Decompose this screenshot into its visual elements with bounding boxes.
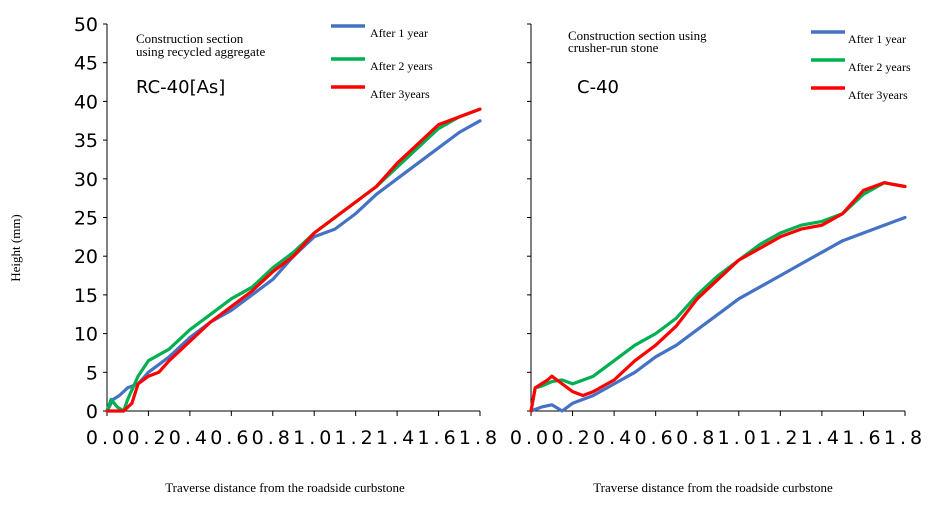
legend-label: After 1 year xyxy=(370,26,428,40)
series-line xyxy=(529,181,907,413)
chart-title-line: crusher-run stone xyxy=(568,40,659,55)
x-axis-label-left: Traverse distance from the roadside curb… xyxy=(165,480,405,495)
series-line xyxy=(529,181,907,413)
legend-label: After 3years xyxy=(848,88,908,102)
legend-label: After 2 years xyxy=(848,60,911,74)
x-tick-label: 0.4 xyxy=(169,427,211,449)
chart-title-line: using recycled aggregate xyxy=(136,44,265,59)
y-tick-label: 35 xyxy=(74,130,98,152)
y-tick-label: 20 xyxy=(74,246,98,268)
legend-label: After 3years xyxy=(370,87,430,101)
chart-title-line: Construction section using xyxy=(568,28,707,43)
chart-c40: 0.0 0.2 0.4 0.6 0.8 1.0 1.2 1.4 1.6 1.8 Constructi… xyxy=(510,23,926,449)
x-tick-label: 0.8 xyxy=(676,427,718,449)
y-tick-label: 50 xyxy=(74,14,98,36)
x-axis-label-right: Traverse distance from the roadside curb… xyxy=(593,480,833,495)
y-tick-label: 0 xyxy=(86,401,98,423)
y-tick-label: 10 xyxy=(74,324,98,346)
y-tick-label: 15 xyxy=(74,285,98,307)
x-tick-label: 1.0 xyxy=(718,427,760,449)
x-tick-label: 0.0 xyxy=(510,427,552,449)
x-tick-label: 1.4 xyxy=(801,427,843,449)
y-tick-label: 5 xyxy=(86,362,98,384)
x-tick-label: 1.8 xyxy=(459,427,501,449)
y-tick-label: 40 xyxy=(74,91,98,113)
y-tick-label: 30 xyxy=(74,169,98,191)
legend-label: After 1 year xyxy=(848,32,906,46)
series-line xyxy=(105,107,482,413)
x-tick-label: 0.6 xyxy=(635,427,677,449)
y-axis-label: Height (mm) xyxy=(8,214,23,282)
x-tick-label: 0.0 xyxy=(86,427,128,449)
x-tick-label: 1.6 xyxy=(417,427,459,449)
series-line xyxy=(529,215,907,413)
x-tick-label: 0.4 xyxy=(593,427,635,449)
chart-title-line: Construction section xyxy=(136,31,244,46)
section-code: C-40 xyxy=(577,77,619,98)
series-line xyxy=(105,107,482,413)
section-code: RC-40[As] xyxy=(136,77,225,98)
x-tick-label: 1.8 xyxy=(884,427,926,449)
x-tick-label: 0.2 xyxy=(127,427,169,449)
x-tick-label: 0.2 xyxy=(551,427,593,449)
x-tick-label: 1.2 xyxy=(759,427,801,449)
x-tick-label: 1.2 xyxy=(335,427,377,449)
x-tick-label: 0.6 xyxy=(210,427,252,449)
x-tick-label: 0.8 xyxy=(252,427,294,449)
y-tick-label: 25 xyxy=(74,208,98,230)
legend-label: After 2 years xyxy=(370,59,433,73)
x-tick-label: 1.6 xyxy=(842,427,884,449)
x-tick-label: 1.0 xyxy=(293,427,335,449)
y-tick-label: 45 xyxy=(74,53,98,75)
x-tick-label: 1.4 xyxy=(376,427,418,449)
